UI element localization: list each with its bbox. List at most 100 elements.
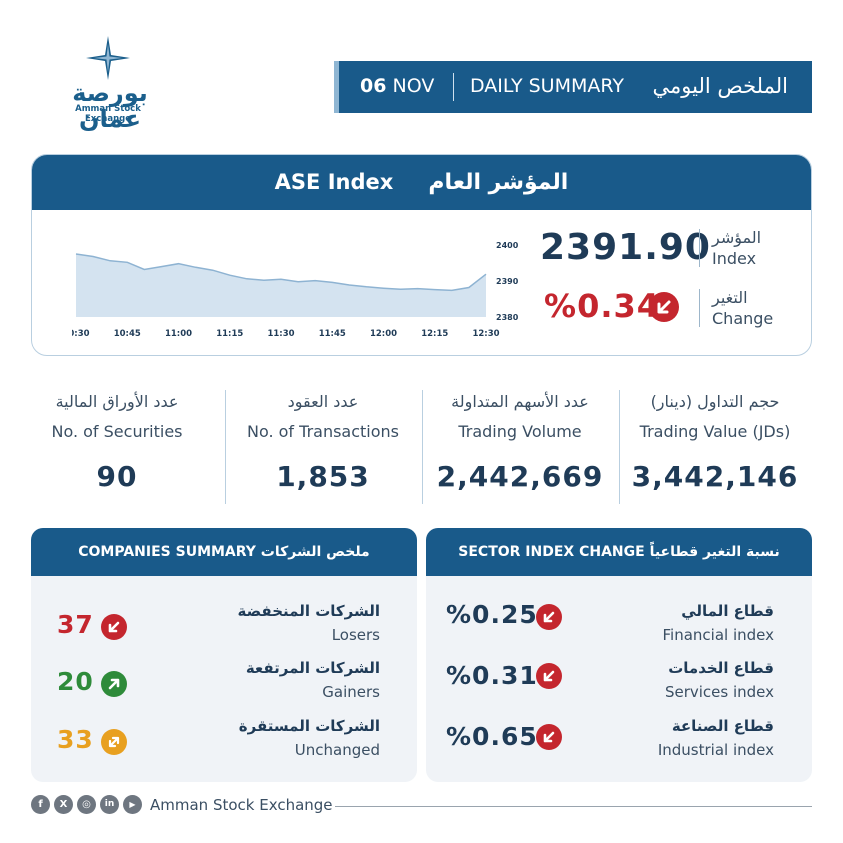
stat-value: 90 <box>96 460 138 493</box>
stat-label-ar: عدد الأسهم المتداولة <box>451 392 589 411</box>
x-tick-label: 11:15 <box>216 329 243 339</box>
row-value: %0.25 <box>446 600 538 629</box>
stat-trading-volume: عدد الأسهم المتداولة Trading Volume 2,44… <box>425 392 615 493</box>
index-label-ar: المؤشر <box>712 228 762 247</box>
x-tick-label: 12:30 <box>472 329 499 339</box>
index-label: المؤشر Index <box>712 227 761 269</box>
sector-row-financial: قطاع المالي Financial index %0.25 <box>426 600 812 652</box>
stat-label-en: No. of Transactions <box>246 422 400 441</box>
star-logo-icon <box>86 36 130 80</box>
index-label-en: Index <box>712 249 757 268</box>
stat-value: 2,442,669 <box>436 460 604 493</box>
row-label-en: Gainers <box>322 683 380 701</box>
row-label-en: Financial index <box>662 626 775 644</box>
row-value: %0.65 <box>446 722 538 751</box>
y-tick-label: 2390 <box>496 277 519 286</box>
x-tick-label: 11:00 <box>165 329 192 339</box>
sector-index-change-header: SECTOR INDEX CHANGE نسبة التغير قطاعياً <box>426 528 812 576</box>
facebook-icon[interactable]: f <box>31 795 50 814</box>
row-label-ar: الشركات المنخفضة <box>237 602 380 620</box>
sector-row-industrial: قطاع الصناعة Industrial index %0.65 <box>426 717 812 767</box>
row-label-en: Services index <box>664 683 774 701</box>
sector-row-services: قطاع الخدمات Services index %0.31 <box>426 659 812 709</box>
down-arrow-icon <box>649 292 679 322</box>
stat-value: 3,442,146 <box>631 460 799 493</box>
stat-label-ar: عدد الأوراق المالية <box>55 392 179 411</box>
change-label-en: Change <box>712 309 774 328</box>
row-label-ar: قطاع المالي <box>681 602 774 620</box>
date-month: NOV <box>392 75 435 97</box>
header-title-ar: الملخص اليومي <box>652 74 788 98</box>
arrow-down-left-icon <box>536 724 562 750</box>
change-label: التغير Change <box>712 287 773 329</box>
stat-label-en: Trading Volume <box>458 422 582 441</box>
arrow-down-left-icon <box>536 663 562 689</box>
instagram-icon[interactable]: ◎ <box>77 795 96 814</box>
row-label-en: Unchanged <box>294 741 380 759</box>
companies-row-gainers: الشركات المرتفعة Gainers 20 <box>31 659 417 709</box>
x-tick-label: 10:45 <box>114 329 141 339</box>
y-tick-label: 2400 <box>496 241 519 250</box>
x-tick-label: 10:30 <box>72 329 90 339</box>
row-value: 37 <box>57 610 94 639</box>
logo-arabic: بورصة عمان <box>72 79 148 133</box>
row-label-ar: قطاع الصناعة <box>671 717 774 735</box>
row-value: %0.31 <box>446 661 538 690</box>
x-tick-label: 12:15 <box>421 329 448 339</box>
stat-securities: عدد الأوراق المالية No. of Securities 90 <box>22 392 212 493</box>
arrow-up-right-icon <box>101 671 127 697</box>
index-intraday-chart: 2380 2390 2400 10:30 10:45 11:00 11:15 11:30 11:… <box>72 241 519 339</box>
index-card-header: ASE Index المؤشر العام <box>32 155 811 210</box>
header-bar: 06 NOV DAILY SUMMARY الملخص اليومي <box>334 61 812 113</box>
x-tick-label: 11:30 <box>267 329 294 339</box>
stat-divider <box>225 390 226 504</box>
chart-series-line <box>75 253 487 292</box>
stat-label-en: Trading Value (JDs) <box>639 422 791 441</box>
companies-summary-card: COMPANIES SUMMARY ملخص الشركات الشركات ا… <box>31 528 417 782</box>
stat-value: 1,853 <box>276 460 370 493</box>
row-label-ar: الشركات المستقرة <box>238 717 380 735</box>
companies-row-unchanged: الشركات المستقرة Unchanged 33 <box>31 717 417 767</box>
footer: f X ◎ in ▶ Amman Stock Exchange <box>31 795 812 817</box>
index-change: %0.34 <box>544 287 661 325</box>
logo-english: Amman Stock Exchange <box>75 104 141 124</box>
date-day: 06 <box>360 75 387 97</box>
y-tick-label: 2380 <box>496 313 519 322</box>
linkedin-icon[interactable]: in <box>100 795 119 814</box>
change-label-ar: التغير <box>712 288 748 307</box>
row-value: 20 <box>57 667 94 696</box>
stat-label-ar: حجم التداول (دينار) <box>650 392 780 411</box>
chart-area <box>76 254 486 317</box>
x-twitter-icon[interactable]: X <box>54 795 73 814</box>
stat-divider <box>422 390 423 504</box>
ase-index-card: ASE Index المؤشر العام 2380 2390 2400 10:30… <box>31 154 812 356</box>
stat-divider <box>619 390 620 504</box>
change-divider <box>699 289 700 327</box>
companies-summary-header: COMPANIES SUMMARY ملخص الشركات <box>31 528 417 576</box>
x-tick-label: 11:45 <box>319 329 346 339</box>
index-title-ar: المؤشر العام <box>428 170 569 195</box>
row-label-en: Industrial index <box>657 741 774 759</box>
header-accent <box>334 61 339 113</box>
index-value: 2391.90 <box>540 227 711 268</box>
row-label-en: Losers <box>331 626 380 644</box>
arrow-down-left-icon <box>101 614 127 640</box>
index-title-en: ASE Index <box>274 170 394 194</box>
header-date: 06 NOV <box>360 75 434 97</box>
stat-label-en: No. of Securities <box>51 422 183 441</box>
stat-label-ar: عدد العقود <box>287 392 359 411</box>
row-value: 33 <box>57 725 94 754</box>
companies-row-losers: الشركات المنخفضة Losers 37 <box>31 602 417 652</box>
arrow-diagonal-both-icon <box>101 729 127 755</box>
youtube-icon[interactable]: ▶ <box>123 795 142 814</box>
footer-rule <box>335 806 812 807</box>
arrow-down-left-icon <box>536 604 562 630</box>
footer-brand: Amman Stock Exchange <box>150 796 333 814</box>
header-divider <box>453 73 454 101</box>
stat-transactions: عدد العقود No. of Transactions 1,853 <box>228 392 418 493</box>
row-label-ar: الشركات المرتفعة <box>245 659 380 677</box>
stat-trading-value: حجم التداول (دينار) Trading Value (JDs) … <box>620 392 810 493</box>
index-divider <box>699 229 700 267</box>
ase-logo: بورصة عمان <box>58 36 158 132</box>
sector-index-change-card: SECTOR INDEX CHANGE نسبة التغير قطاعياً … <box>426 528 812 782</box>
